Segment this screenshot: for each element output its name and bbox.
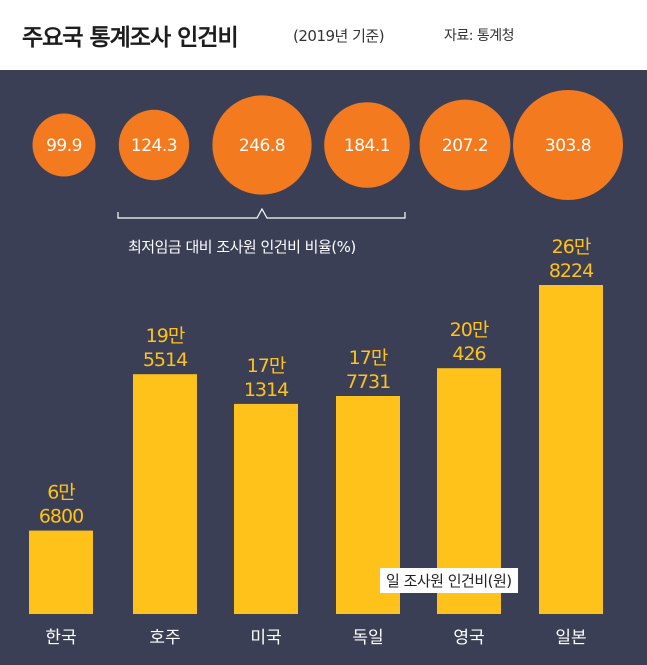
category-labels: 한국 호주 미국 독일 영국 일본	[45, 628, 586, 648]
bubble-5	[513, 90, 623, 200]
bar-label-line1-0: 6만	[47, 482, 75, 504]
bar-label-line2-2: 1314	[244, 379, 289, 401]
bar-label-line1-1: 19만	[146, 325, 185, 347]
bar-label-line2-4: 426	[452, 343, 485, 365]
category-label-1: 호주	[149, 628, 180, 648]
bar-1	[133, 374, 197, 614]
bubble-caption: 최저임금 대비 조사원 인건비 비율(%)	[128, 238, 356, 256]
bubble-3	[324, 102, 410, 188]
bubble-2	[212, 95, 312, 195]
chart-subtitle: (2019년 기준)	[293, 27, 385, 45]
bar-series	[29, 285, 603, 614]
bar-legend: 일 조사원 인건비(원)	[380, 568, 518, 593]
bubble-0	[32, 113, 96, 177]
bar-5	[539, 285, 603, 614]
bar-label-line2-3: 7731	[346, 371, 390, 393]
category-label-2: 미국	[250, 628, 281, 648]
bar-label-line1-2: 17만	[247, 355, 286, 377]
category-label-0: 한국	[45, 628, 76, 648]
bubble-series: 99.9 124.3 246.8 184.1 207.2 303.8	[32, 90, 623, 200]
bubble-label-1: 124.3	[131, 136, 177, 156]
bar-label-line2-0: 6800	[39, 506, 83, 528]
bar-2	[234, 403, 298, 614]
bar-label-line1-5: 26만	[552, 236, 591, 258]
bar-label-line2-5: 8224	[549, 260, 594, 282]
bubble-label-3: 184.1	[344, 136, 390, 156]
bubble-label-4: 207.2	[442, 136, 488, 156]
bubble-label-5: 303.8	[545, 136, 591, 156]
bubble-4	[419, 99, 511, 191]
category-label-5: 일본	[555, 628, 586, 648]
category-label-3: 독일	[352, 628, 383, 648]
bubble-1	[118, 109, 190, 181]
category-label-4: 영국	[453, 628, 484, 648]
header: 주요국 통계조사 인건비 (2019년 기준) 자료: 통계청	[0, 0, 647, 70]
bar-label-line2-1: 5514	[143, 349, 188, 371]
bar-label-line1-4: 20만	[450, 319, 489, 341]
chart-title: 주요국 통계조사 인건비	[22, 25, 239, 51]
bar-0	[29, 530, 93, 614]
bubble-caption-bracket	[117, 207, 406, 219]
source-note: 자료: 통계청	[444, 28, 515, 44]
bubble-label-2: 246.8	[239, 136, 285, 156]
bubble-label-0: 99.9	[46, 136, 82, 156]
bar-label-line1-3: 17만	[349, 347, 388, 369]
